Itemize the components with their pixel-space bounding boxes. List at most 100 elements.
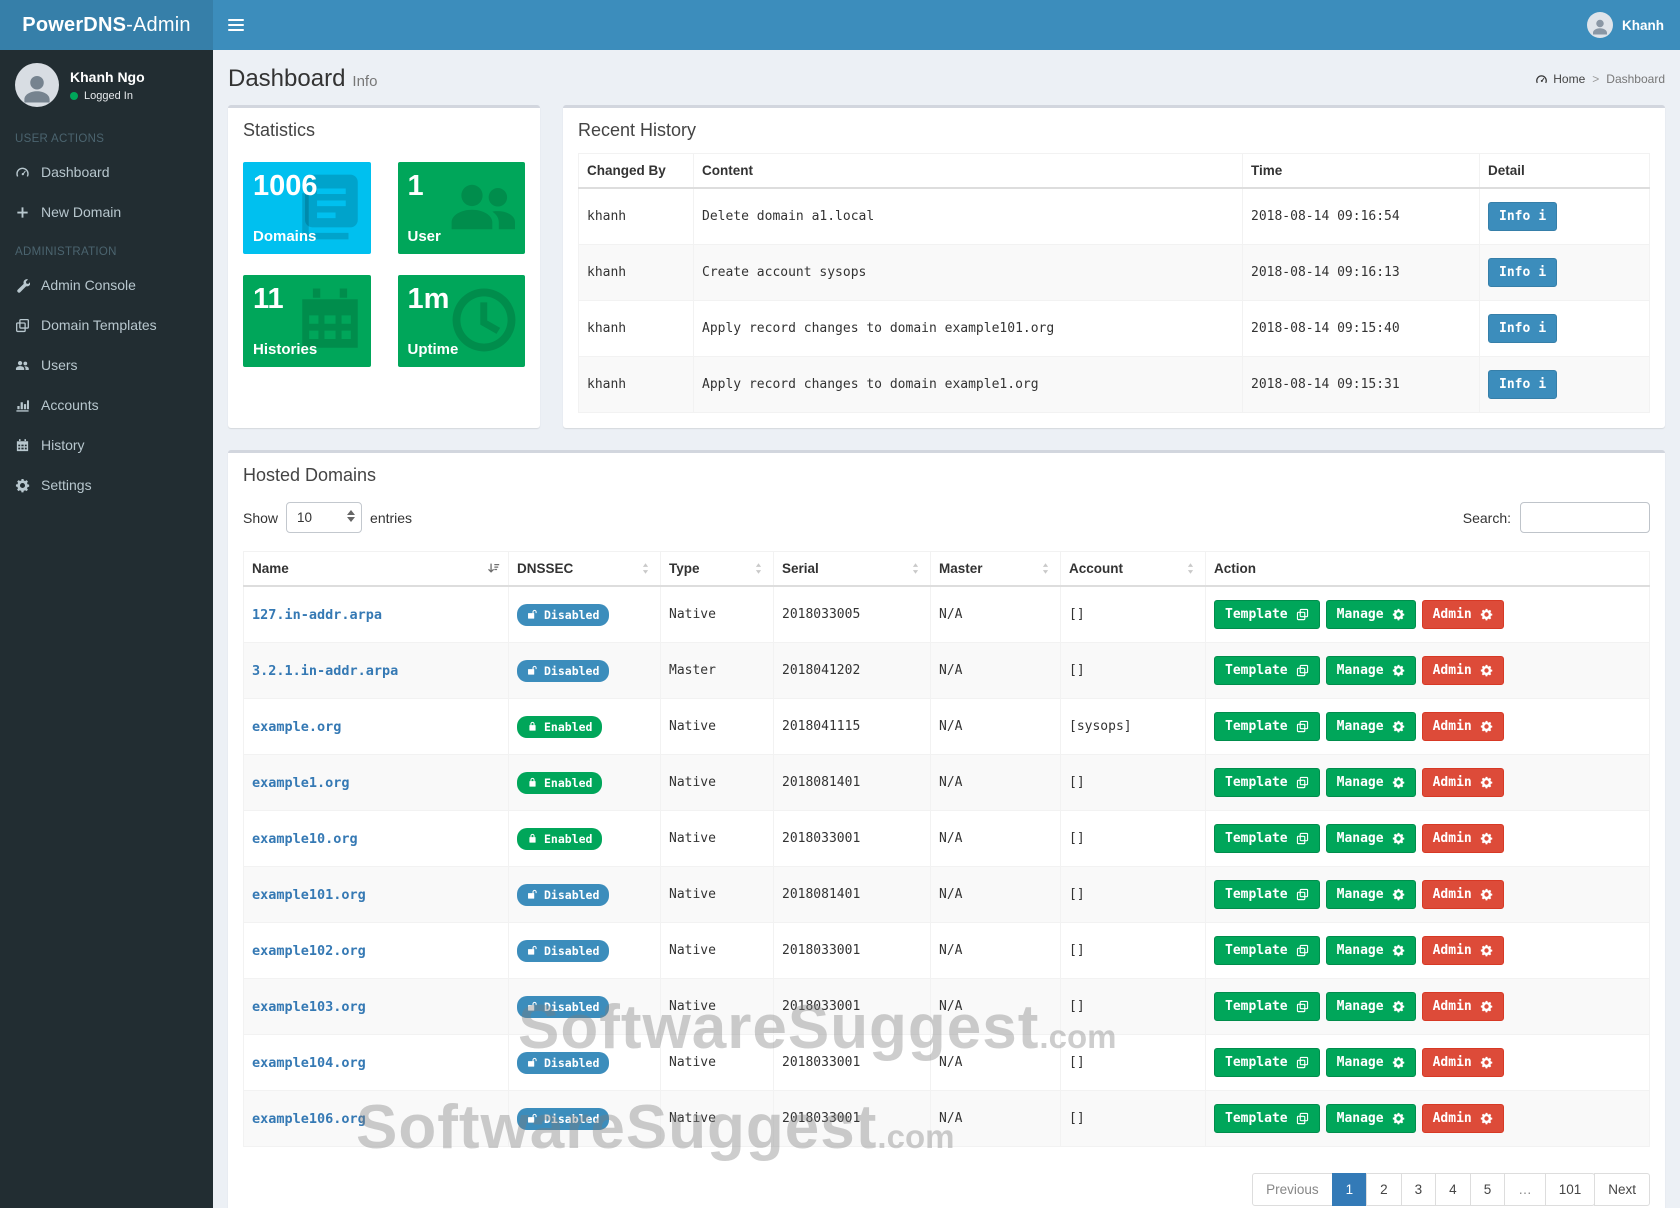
stat-tile[interactable]: 1m Uptime (398, 275, 526, 367)
pagination-page[interactable]: 2 (1366, 1173, 1402, 1206)
master-cell: N/A (931, 1035, 1061, 1091)
sidebar-item-dashboard[interactable]: Dashboard (0, 152, 213, 192)
template-button[interactable]: Template (1214, 824, 1320, 853)
domain-name-link[interactable]: 127.in-addr.arpa (252, 607, 382, 623)
sidebar-item-new-domain[interactable]: New Domain (0, 192, 213, 232)
template-button[interactable]: Template (1214, 936, 1320, 965)
plus-icon (15, 205, 30, 220)
manage-button[interactable]: Manage (1326, 656, 1416, 685)
pagination-page[interactable]: … (1504, 1173, 1546, 1206)
admin-button[interactable]: Admin (1422, 1104, 1504, 1133)
dnssec-badge: Disabled (517, 1108, 609, 1130)
info-button[interactable]: Info i (1488, 314, 1557, 343)
info-button[interactable]: Info i (1488, 370, 1557, 399)
domain-name-link[interactable]: example101.org (252, 887, 366, 903)
template-button[interactable]: Template (1214, 1104, 1320, 1133)
admin-button[interactable]: Admin (1422, 656, 1504, 685)
pagination-page[interactable]: 101 (1545, 1173, 1596, 1206)
breadcrumb-home-link[interactable]: Home (1535, 72, 1585, 86)
stat-tile[interactable]: 1 User (398, 162, 526, 254)
stat-tile[interactable]: 1006 Domains (243, 162, 371, 254)
page-size-select[interactable]: 10 (286, 502, 362, 533)
sidebar-item-domain-templates[interactable]: Domain Templates (0, 305, 213, 345)
domain-name-link[interactable]: example102.org (252, 943, 366, 959)
stat-label: Uptime (408, 341, 459, 358)
sidebar-item-label: History (41, 437, 85, 453)
manage-button[interactable]: Manage (1326, 992, 1416, 1021)
manage-button[interactable]: Manage (1326, 880, 1416, 909)
template-button[interactable]: Template (1214, 992, 1320, 1021)
navbar: Khanh (213, 0, 1680, 50)
pagination-page[interactable]: 5 (1470, 1173, 1506, 1206)
sortable-column-header[interactable]: Type (661, 552, 774, 587)
navbar-user-menu[interactable]: Khanh (1571, 0, 1680, 50)
sortable-column-header[interactable]: Name (244, 552, 509, 587)
sortable-column-header[interactable]: Serial (774, 552, 931, 587)
sidebar-item-accounts[interactable]: Accounts (0, 385, 213, 425)
changed-by-cell: khanh (579, 245, 694, 301)
pagination-page[interactable]: 4 (1435, 1173, 1471, 1206)
domain-name-link[interactable]: example103.org (252, 999, 366, 1015)
domain-name-link[interactable]: 3.2.1.in-addr.arpa (252, 663, 398, 679)
sort-icon (487, 562, 500, 575)
template-button[interactable]: Template (1214, 712, 1320, 741)
manage-button[interactable]: Manage (1326, 824, 1416, 853)
domain-name-link[interactable]: example1.org (252, 775, 350, 791)
pagination-next[interactable]: Next (1594, 1173, 1650, 1206)
sortable-column-header[interactable]: Master (931, 552, 1061, 587)
admin-button[interactable]: Admin (1422, 824, 1504, 853)
template-button[interactable]: Template (1214, 600, 1320, 629)
pagination-page[interactable]: 3 (1401, 1173, 1437, 1206)
pagination-page[interactable]: 1 (1332, 1173, 1368, 1206)
show-entries-control: Show 10 entries (243, 502, 412, 533)
admin-button[interactable]: Admin (1422, 992, 1504, 1021)
manage-button[interactable]: Manage (1326, 1048, 1416, 1077)
app-logo[interactable]: PowerDNS-Admin (0, 0, 213, 50)
admin-button[interactable]: Admin (1422, 1048, 1504, 1077)
domain-name-link[interactable]: example.org (252, 719, 341, 735)
manage-button[interactable]: Manage (1326, 712, 1416, 741)
admin-button[interactable]: Admin (1422, 712, 1504, 741)
stat-value: 11 (253, 284, 361, 316)
sidebar-item-settings[interactable]: Settings (0, 465, 213, 505)
sidebar-item-history[interactable]: History (0, 425, 213, 465)
admin-button[interactable]: Admin (1422, 936, 1504, 965)
menu-toggle-button[interactable] (213, 0, 259, 50)
copy-icon (1296, 832, 1309, 845)
sortable-column-header[interactable]: DNSSEC (509, 552, 661, 587)
info-button[interactable]: Info i (1488, 258, 1557, 287)
template-button[interactable]: Template (1214, 1048, 1320, 1077)
manage-button[interactable]: Manage (1326, 936, 1416, 965)
dnssec-badge: Disabled (517, 996, 609, 1018)
account-cell: [] (1061, 923, 1206, 979)
sidebar-section-header: USER ACTIONS (0, 119, 213, 152)
manage-button[interactable]: Manage (1326, 768, 1416, 797)
master-cell: N/A (931, 923, 1061, 979)
template-button[interactable]: Template (1214, 880, 1320, 909)
account-cell: [] (1061, 1035, 1206, 1091)
domain-name-link[interactable]: example106.org (252, 1111, 366, 1127)
copy-icon (1296, 720, 1309, 733)
sortable-column-header[interactable]: Account (1061, 552, 1206, 587)
account-cell: [] (1061, 979, 1206, 1035)
info-icon: i (1538, 377, 1546, 392)
info-button[interactable]: Info i (1488, 202, 1557, 231)
domain-name-link[interactable]: example104.org (252, 1055, 366, 1071)
master-cell: N/A (931, 755, 1061, 811)
template-button[interactable]: Template (1214, 656, 1320, 685)
admin-button[interactable]: Admin (1422, 880, 1504, 909)
admin-button[interactable]: Admin (1422, 768, 1504, 797)
sortable-column-header[interactable]: Action (1206, 552, 1650, 587)
admin-button[interactable]: Admin (1422, 600, 1504, 629)
manage-button[interactable]: Manage (1326, 600, 1416, 629)
type-cell: Native (661, 811, 774, 867)
pagination-previous[interactable]: Previous (1252, 1173, 1333, 1206)
sidebar-item-admin-console[interactable]: Admin Console (0, 265, 213, 305)
manage-button[interactable]: Manage (1326, 1104, 1416, 1133)
domain-name-link[interactable]: example10.org (252, 831, 358, 847)
sidebar-item-users[interactable]: Users (0, 345, 213, 385)
stat-tile[interactable]: 11 Histories (243, 275, 371, 367)
template-button[interactable]: Template (1214, 768, 1320, 797)
search-input[interactable] (1520, 502, 1650, 533)
domain-row: example.org Enabled Native 2018041115 N (244, 699, 1650, 755)
